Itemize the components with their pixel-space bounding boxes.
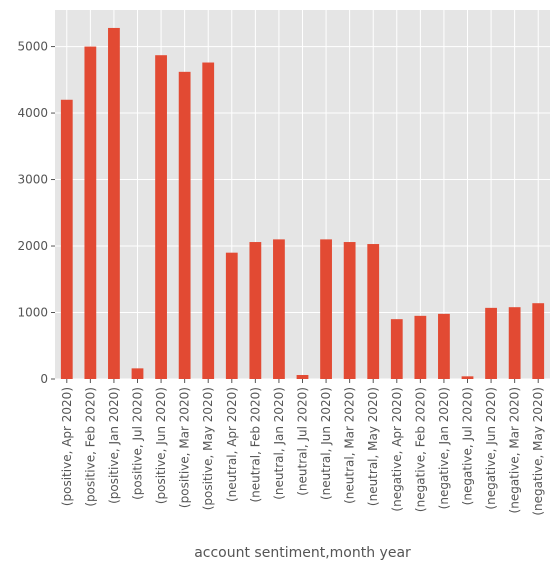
bar — [485, 307, 497, 379]
x-tick-label: (positive, Jan 2020) — [107, 387, 121, 504]
x-tick-label: (neutral, Apr 2020) — [225, 387, 239, 502]
x-tick-label: (negative, Apr 2020) — [390, 387, 404, 512]
x-tick-label: (negative, Jul 2020) — [461, 387, 475, 505]
bar — [108, 27, 120, 379]
bars — [60, 27, 545, 380]
bar — [131, 368, 144, 379]
y-axis-ticks: 0 1000 2000 3000 4000 5000 — [17, 40, 55, 386]
x-axis-title: account sentiment,month year — [194, 545, 411, 561]
x-tick-label: (negative, May 2020) — [531, 387, 545, 516]
bar — [202, 62, 215, 379]
bar — [343, 242, 356, 379]
bar — [390, 319, 403, 379]
bar — [249, 242, 262, 379]
y-tick-label: 0 — [40, 372, 48, 386]
x-axis-ticks: (positive, Apr 2020) (positive, Feb 2020)… — [60, 379, 545, 516]
x-tick-label: (neutral, Feb 2020) — [248, 387, 262, 503]
x-tick-label: (negative, Feb 2020) — [413, 387, 427, 512]
bar — [178, 71, 191, 380]
x-tick-label: (neutral, Mar 2020) — [343, 387, 357, 504]
x-tick-label: (neutral, May 2020) — [366, 387, 380, 506]
y-tick-label: 3000 — [17, 173, 48, 187]
x-tick-label: (neutral, Jan 2020) — [272, 387, 286, 500]
x-tick-label: (positive, Mar 2020) — [178, 387, 192, 508]
x-tick-label: (negative, Jan 2020) — [437, 387, 451, 509]
x-tick-label: (negative, Jun 2020) — [484, 387, 498, 510]
bar — [60, 99, 73, 379]
bar — [296, 375, 309, 379]
x-tick-label: (negative, Mar 2020) — [508, 387, 522, 513]
y-tick-label: 2000 — [17, 239, 48, 253]
bar — [508, 307, 521, 379]
bar — [414, 315, 427, 379]
bar — [84, 46, 97, 379]
x-tick-label: (positive, Jun 2020) — [154, 387, 168, 504]
y-tick-label: 1000 — [17, 306, 48, 320]
x-tick-label: (positive, Jul 2020) — [131, 387, 145, 500]
bar — [320, 239, 332, 379]
bar — [461, 376, 474, 379]
x-tick-label: (neutral, Jun 2020) — [319, 387, 333, 500]
x-tick-label: (positive, Feb 2020) — [83, 387, 97, 507]
y-tick-label: 5000 — [17, 40, 48, 54]
bar — [273, 239, 285, 379]
bar — [155, 55, 167, 379]
bar — [225, 252, 238, 379]
x-tick-label: (neutral, Jul 2020) — [296, 387, 310, 496]
y-tick-label: 4000 — [17, 106, 48, 120]
x-tick-label: (positive, May 2020) — [201, 387, 215, 510]
bar — [438, 313, 450, 379]
x-tick-label: (positive, Apr 2020) — [60, 387, 74, 506]
bar — [532, 303, 545, 379]
bar — [367, 244, 380, 379]
